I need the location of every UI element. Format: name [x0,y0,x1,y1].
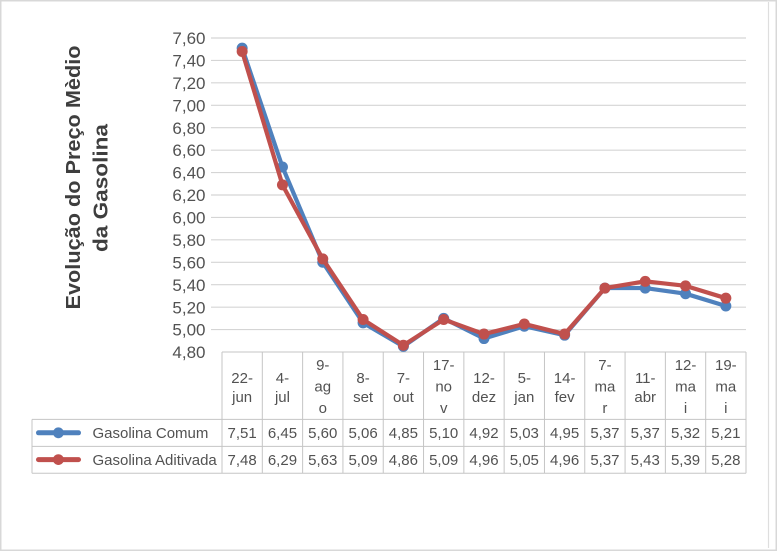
svg-text:jun: jun [231,389,252,406]
svg-text:5,39: 5,39 [671,452,700,469]
svg-text:5,40: 5,40 [172,276,205,295]
svg-text:17-: 17- [433,357,455,374]
svg-text:4,95: 4,95 [550,425,579,442]
svg-text:6,20: 6,20 [172,186,205,205]
svg-text:5,09: 5,09 [429,452,458,469]
svg-text:ma: ma [715,378,736,395]
svg-text:v: v [440,400,448,417]
svg-text:4,96: 4,96 [550,452,579,469]
svg-text:Evolução do Preço Mèdio: Evolução do Preço Mèdio [63,46,85,310]
svg-text:5,37: 5,37 [631,425,660,442]
svg-text:abr: abr [634,389,656,406]
svg-text:7,60: 7,60 [172,29,205,48]
svg-text:12-: 12- [473,370,495,387]
svg-text:no: no [435,378,452,395]
svg-text:5,21: 5,21 [711,425,740,442]
svg-text:4,92: 4,92 [469,425,498,442]
svg-text:6,29: 6,29 [268,452,297,469]
svg-text:ag: ag [314,378,331,395]
svg-text:7,40: 7,40 [172,52,205,71]
svg-text:5,03: 5,03 [510,425,539,442]
svg-text:ma: ma [675,378,696,395]
svg-text:5,28: 5,28 [711,452,740,469]
svg-text:Gasolina Aditivada: Gasolina Aditivada [93,452,218,469]
svg-text:6,45: 6,45 [268,425,297,442]
svg-text:8-: 8- [356,370,369,387]
svg-text:5,80: 5,80 [172,231,205,250]
svg-text:5,09: 5,09 [348,452,377,469]
svg-text:o: o [319,400,327,417]
svg-text:out: out [393,389,415,406]
svg-text:4-: 4- [276,370,289,387]
svg-text:i: i [724,400,727,417]
svg-text:jan: jan [513,389,534,406]
svg-text:5,06: 5,06 [348,425,377,442]
svg-text:5,32: 5,32 [671,425,700,442]
svg-text:jul: jul [274,389,290,406]
svg-text:6,60: 6,60 [172,141,205,160]
svg-text:5,00: 5,00 [172,321,205,340]
svg-text:4,96: 4,96 [469,452,498,469]
svg-text:5,05: 5,05 [510,452,539,469]
svg-text:19-: 19- [715,357,737,374]
svg-text:7-: 7- [397,370,410,387]
svg-text:5,63: 5,63 [308,452,337,469]
svg-text:5,37: 5,37 [590,452,619,469]
svg-text:5,20: 5,20 [172,298,205,317]
svg-text:5,43: 5,43 [631,452,660,469]
svg-text:7,51: 7,51 [228,425,257,442]
svg-text:14-: 14- [554,370,576,387]
svg-text:Gasolina Comum: Gasolina Comum [93,425,209,442]
svg-text:set: set [353,389,374,406]
svg-text:7,48: 7,48 [228,452,257,469]
svg-text:4,85: 4,85 [389,425,418,442]
svg-text:6,00: 6,00 [172,209,205,228]
svg-text:22-: 22- [231,370,253,387]
svg-text:7-: 7- [598,357,611,374]
svg-text:12-: 12- [675,357,697,374]
svg-text:da Gasolina: da Gasolina [91,123,113,252]
svg-text:5-: 5- [518,370,531,387]
svg-text:9-: 9- [316,357,329,374]
svg-text:fev: fev [555,389,576,406]
svg-text:4,86: 4,86 [389,452,418,469]
svg-text:7,20: 7,20 [172,74,205,93]
svg-text:11-: 11- [635,370,656,387]
svg-text:5,37: 5,37 [590,425,619,442]
svg-text:7,00: 7,00 [172,96,205,115]
svg-text:ma: ma [594,378,615,395]
svg-text:r: r [602,400,607,417]
svg-text:5,60: 5,60 [308,425,337,442]
svg-text:5,10: 5,10 [429,425,458,442]
svg-text:6,80: 6,80 [172,119,205,138]
svg-text:4,80: 4,80 [172,343,205,362]
svg-text:5,60: 5,60 [172,253,205,272]
svg-text:dez: dez [472,389,496,406]
svg-text:6,40: 6,40 [172,164,205,183]
svg-text:i: i [684,400,687,417]
